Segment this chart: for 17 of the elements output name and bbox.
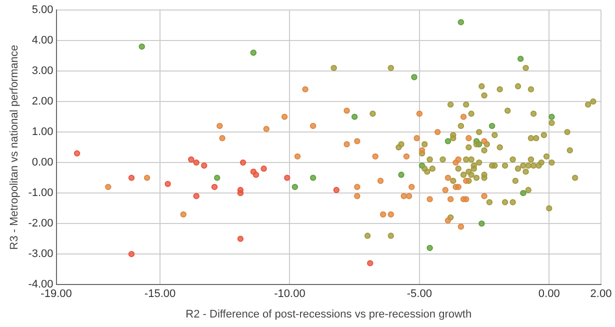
x-tick-label: -10.00 xyxy=(274,288,306,300)
y-tick-label: 2.00 xyxy=(32,96,54,108)
x-axis-title: R2 - Difference of post-recessions vs pre-recession growth xyxy=(186,308,472,320)
y-tick-label: -1.00 xyxy=(28,187,54,200)
y-tick-label: 3.00 xyxy=(32,65,54,78)
y-axis-title: R3 - Metropolitan vs national performance xyxy=(8,44,21,250)
x-tick-label: -19.00 xyxy=(40,288,72,300)
y-tick-label: -3.00 xyxy=(28,248,54,260)
x-tick-label: -15.00 xyxy=(144,288,176,300)
x-tick-label: -5.00 xyxy=(406,288,432,300)
x-tick-label: 0.00 xyxy=(538,288,560,300)
x-tick-label: 2.00 xyxy=(590,288,612,300)
y-tick-label: 5.00 xyxy=(32,4,54,16)
y-tick-label: -2.00 xyxy=(28,218,54,230)
y-tick-label: 4.00 xyxy=(32,34,54,47)
y-tick-label: 1.00 xyxy=(32,126,54,138)
y-tick-label: 0.00 xyxy=(32,156,54,169)
